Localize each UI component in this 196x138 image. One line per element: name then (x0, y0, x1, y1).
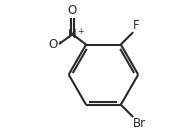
Text: N: N (68, 28, 77, 41)
Text: Br: Br (133, 117, 146, 130)
Text: O: O (48, 38, 57, 51)
Text: F: F (133, 19, 140, 32)
Text: +: + (77, 27, 83, 36)
Text: O: O (68, 4, 77, 17)
Text: -: - (58, 37, 61, 46)
